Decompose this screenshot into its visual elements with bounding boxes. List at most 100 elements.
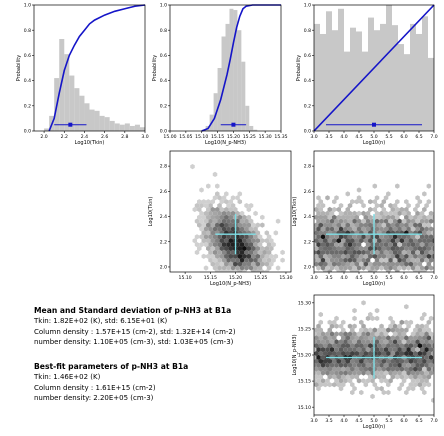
hexbin-cell: [212, 234, 218, 240]
hexbin-cell: [323, 343, 328, 349]
hexbin-cell: [413, 253, 418, 259]
hexbin-cell: [271, 257, 276, 263]
hexbin-cell: [251, 253, 256, 259]
hexbin-cell: [404, 238, 409, 244]
hexbin-cell: [323, 382, 328, 388]
hexbin-cell: [336, 374, 342, 380]
hexbin-cell: [206, 230, 211, 236]
hexbin-cell: [325, 218, 330, 224]
hexbin-cell: [262, 257, 267, 263]
hexbin-cell: [316, 195, 321, 201]
hexbin-cell: [395, 253, 400, 259]
hexbin-cell: [318, 230, 324, 236]
hist-bar: [124, 123, 130, 131]
hexbin-cell: [327, 206, 333, 213]
hexbin-cell: [390, 327, 396, 333]
hexbin-cell: [401, 249, 407, 255]
hexbin-cell: [415, 195, 420, 201]
hexbin-cell: [336, 238, 342, 244]
hexbin-cell: [237, 261, 243, 267]
x-tick-label: 3.0: [310, 275, 317, 281]
hexbin-cell: [419, 257, 425, 263]
hexbin-cell: [347, 339, 353, 345]
hexbin-cell: [201, 199, 207, 205]
hexbin-cell: [233, 253, 238, 259]
hexbin-cell: [264, 238, 270, 244]
hexbin-cell: [390, 261, 396, 267]
mean-marker: [372, 122, 376, 127]
hexbin-cell: [395, 261, 400, 267]
hexbin-cell: [208, 257, 213, 263]
hexbin-cell: [334, 339, 339, 345]
y-tick-label: 2.6: [304, 189, 311, 195]
hexbin-cell: [269, 261, 274, 267]
hexbin-cell: [323, 261, 328, 267]
hexbin-cell: [203, 226, 209, 232]
hexbin-cell: [325, 339, 330, 345]
hexbin-cell: [406, 323, 411, 329]
hexbin-cell: [206, 183, 211, 189]
hexbin-cell: [325, 378, 330, 384]
hexbin-cell: [318, 335, 324, 341]
hexbin-cell: [343, 339, 348, 345]
hexbin-cell: [239, 218, 245, 224]
hexbin-cell: [417, 245, 423, 252]
hexbin-cell: [390, 253, 396, 259]
hexbin-cell: [397, 249, 402, 255]
hist-bar: [386, 5, 392, 131]
hexbin-cell: [424, 265, 429, 271]
hexbin-cell: [224, 238, 229, 244]
hexbin-cell: [397, 347, 402, 353]
hexbin-cell: [365, 226, 371, 232]
hexbin-cell: [379, 370, 384, 376]
hexbin-cell: [381, 214, 387, 220]
x-tick-label: 15.20: [229, 275, 242, 281]
hexbin-cell: [228, 261, 234, 267]
hexbin-cell: [395, 183, 400, 189]
hexbin-cell: [203, 242, 209, 248]
hexbin-cell: [334, 249, 339, 255]
hexbin-cell: [336, 222, 342, 228]
hexbin-cell: [388, 242, 393, 248]
hexbin-cell: [419, 234, 425, 240]
hexbin-cell: [320, 354, 326, 360]
hexbin-cell: [260, 269, 265, 272]
hexbin-cell: [269, 238, 274, 244]
hexbin-cell: [359, 245, 364, 252]
hexbin-cell: [215, 253, 220, 259]
hexbin-cell: [201, 230, 207, 236]
hexbin-cell: [334, 195, 339, 201]
hexbin-cell: [374, 362, 380, 368]
x-axis-label: Log10(Tkin): [75, 140, 105, 146]
hexbin-cell: [401, 362, 407, 368]
hexbin-cell: [347, 378, 353, 384]
hexbin-cell: [347, 257, 353, 263]
hexbin-cell: [230, 210, 236, 216]
hexbin-cell: [395, 366, 400, 372]
hexbin-cell: [266, 249, 272, 255]
hexbin-cell: [242, 214, 247, 220]
hexbin-cell: [212, 257, 218, 263]
hexbin-cell: [334, 226, 339, 232]
hexbin-cell: [336, 261, 342, 267]
hexbin-cell: [210, 214, 216, 220]
hexbin-cell: [338, 203, 344, 209]
hexbin-cell: [338, 218, 344, 224]
hexbin-cell: [392, 218, 398, 224]
hist_dens-panel: 3.0 3.5 4.0 4.5 5.0 5.5 6.0 6.5 7.0 0.0 0.2 0.4 0.6 0…: [296, 3, 438, 146]
hexbin-cell: [428, 339, 434, 345]
hexbin-cell: [325, 347, 330, 353]
hexbin-cell: [397, 370, 402, 376]
hexbin-cell: [401, 210, 407, 216]
hexbin-cell: [410, 234, 416, 240]
hexbin-cell: [210, 253, 216, 259]
hexbin-cell: [368, 261, 373, 267]
hexbin-cell: [266, 265, 272, 271]
hexbin-cell: [426, 358, 432, 364]
hexbin-cell: [377, 253, 382, 259]
hexbin-cell: [399, 261, 405, 267]
hexbin-cell: [334, 347, 339, 353]
hexbin-cell: [336, 269, 342, 272]
hexbin-cell: [428, 370, 434, 376]
x-tick-label: 7.0: [430, 134, 437, 140]
